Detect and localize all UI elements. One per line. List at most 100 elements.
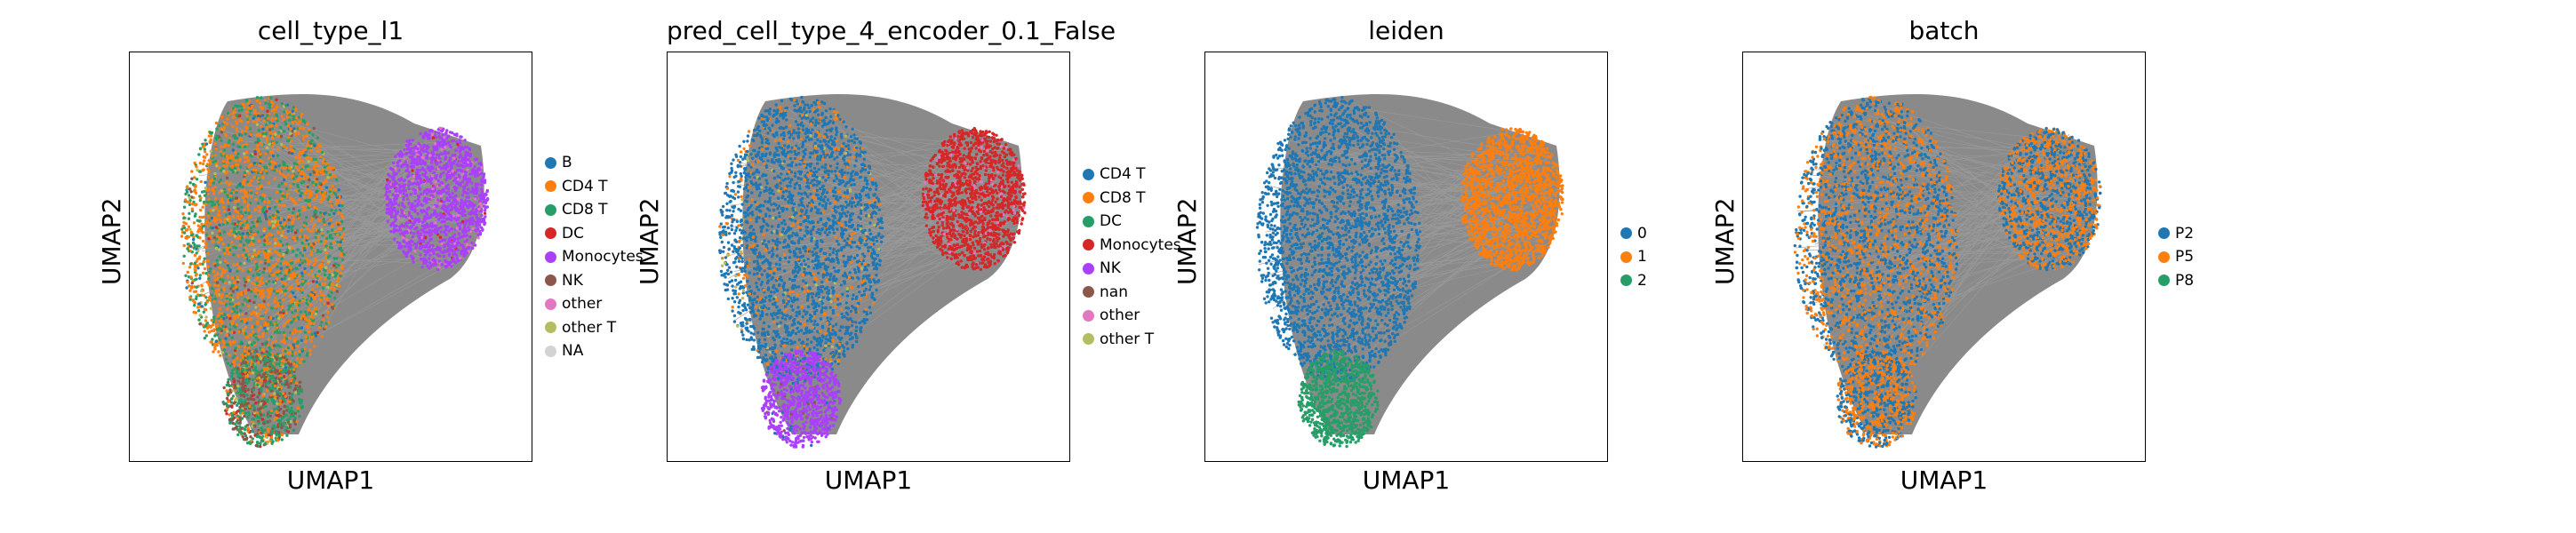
data-point	[452, 239, 456, 243]
data-point	[290, 406, 293, 410]
data-point	[442, 171, 445, 174]
data-point	[412, 187, 415, 191]
data-point	[306, 164, 309, 168]
data-point	[395, 187, 398, 190]
data-point	[222, 127, 226, 131]
data-point	[251, 236, 254, 240]
data-point	[189, 262, 193, 266]
data-point	[471, 211, 476, 215]
data-point	[301, 127, 305, 131]
data-point	[298, 330, 301, 333]
data-point	[240, 290, 244, 295]
data-point	[213, 346, 217, 349]
legend-swatch	[545, 156, 556, 169]
points	[180, 96, 490, 449]
data-point	[332, 257, 336, 260]
data-point	[237, 372, 241, 376]
data-point	[236, 211, 240, 214]
data-point	[468, 153, 473, 156]
data-point	[208, 182, 212, 187]
data-point	[268, 128, 272, 131]
data-point	[402, 250, 405, 253]
data-point	[234, 278, 237, 282]
data-point	[438, 160, 443, 164]
data-point	[301, 160, 305, 163]
data-point	[212, 350, 215, 354]
data-point	[204, 245, 207, 250]
data-point	[298, 120, 302, 123]
data-point	[314, 306, 318, 310]
data-point	[327, 165, 331, 169]
data-point	[420, 193, 423, 196]
data-point	[289, 266, 292, 270]
data-point	[188, 211, 191, 215]
data-point	[285, 358, 289, 362]
data-point	[260, 160, 264, 163]
data-point	[285, 418, 289, 422]
data-point	[309, 243, 313, 247]
data-point	[184, 222, 188, 226]
data-point	[215, 333, 220, 337]
data-point	[181, 261, 185, 266]
scatter-canvas	[180, 94, 490, 449]
data-point	[276, 396, 279, 400]
data-point	[310, 139, 314, 142]
data-point	[222, 288, 226, 292]
data-point	[259, 289, 262, 293]
data-point	[231, 298, 235, 302]
data-point	[231, 124, 235, 129]
data-point	[225, 180, 228, 184]
data-point	[239, 391, 243, 394]
data-point	[322, 218, 325, 221]
data-point	[414, 243, 418, 246]
data-point	[187, 275, 191, 279]
data-point	[268, 150, 273, 155]
data-point	[237, 266, 241, 270]
data-point	[198, 147, 203, 150]
data-point	[309, 251, 314, 254]
data-point	[428, 169, 432, 173]
data-point	[454, 209, 458, 212]
data-point	[433, 142, 437, 146]
data-point	[462, 202, 467, 205]
data-point	[284, 175, 288, 179]
data-point	[464, 199, 468, 203]
data-point	[262, 299, 266, 303]
data-point	[268, 220, 271, 224]
data-point	[468, 164, 472, 168]
data-point	[206, 251, 210, 255]
data-point	[308, 203, 312, 208]
data-point	[298, 235, 302, 238]
data-point	[475, 216, 479, 219]
data-point	[400, 164, 404, 169]
umap-panel-cell-type-l1: cell_type_l1 UMAP2 UMAP1 B CD4 T CD8 T DC Monoc…	[97, 0, 751, 533]
data-point	[204, 272, 208, 275]
data-point	[254, 336, 258, 339]
data-point	[482, 173, 485, 178]
data-point	[303, 270, 307, 274]
data-point	[414, 177, 419, 180]
data-point	[209, 306, 212, 310]
data-point	[409, 193, 412, 196]
data-point	[435, 145, 438, 148]
data-point	[193, 301, 196, 305]
data-point	[418, 169, 422, 172]
data-point	[194, 185, 197, 188]
data-point	[453, 159, 457, 163]
data-point	[247, 413, 251, 417]
data-point	[330, 203, 333, 208]
data-point	[308, 189, 312, 194]
data-point	[249, 267, 252, 272]
data-point	[430, 248, 434, 251]
data-point	[288, 426, 292, 429]
data-point	[265, 350, 268, 354]
data-point	[244, 227, 247, 230]
data-point	[297, 392, 300, 395]
data-point	[294, 365, 298, 369]
data-point	[443, 249, 446, 252]
data-point	[244, 246, 247, 250]
data-point	[292, 177, 296, 180]
data-point	[211, 188, 214, 192]
data-point	[448, 156, 452, 160]
